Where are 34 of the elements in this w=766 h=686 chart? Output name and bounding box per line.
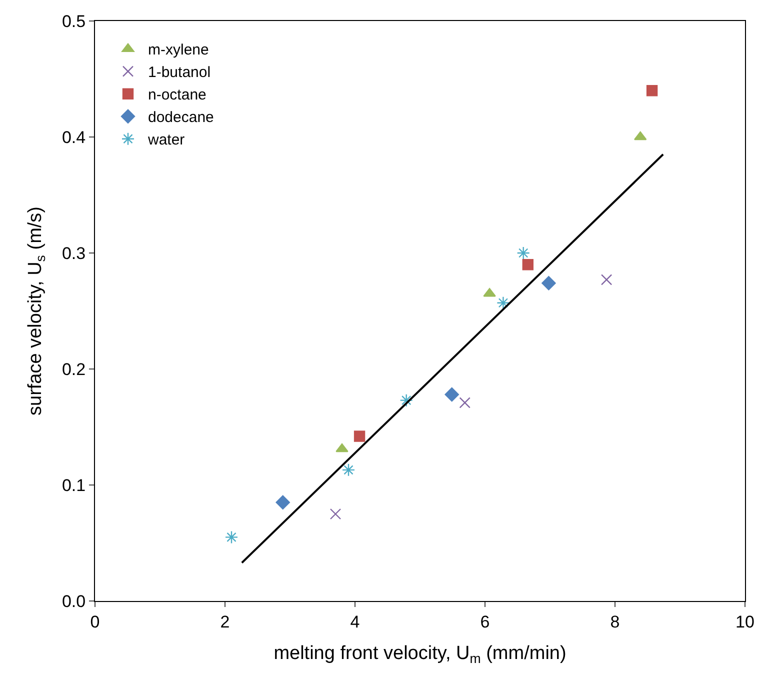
point [336, 443, 348, 452]
point [330, 508, 342, 520]
x-tick-label: 4 [350, 612, 360, 632]
point [516, 246, 530, 260]
point [646, 85, 658, 96]
point [634, 131, 647, 140]
y-tick-label: 0.0 [62, 592, 86, 611]
y-tick-label: 0.3 [62, 244, 86, 263]
point [444, 387, 459, 402]
point [459, 397, 470, 408]
legend-label: dodecane [148, 109, 214, 126]
x-tick-label: 2 [220, 612, 230, 632]
legend-label: m-xylene [148, 42, 209, 59]
point [522, 259, 534, 270]
point [276, 495, 290, 510]
legend-label: water [147, 132, 185, 149]
point [496, 296, 510, 310]
point [224, 530, 238, 544]
point [400, 394, 413, 407]
point [354, 430, 366, 442]
y-tick-label: 0.2 [62, 360, 86, 379]
x-tick-label: 0 [90, 612, 100, 632]
legend-label: n-octane [148, 86, 206, 104]
x-tick-label: 8 [610, 612, 620, 632]
x-axis-title: melting front velocity, U$_{m}$ (mm/min) [274, 643, 566, 666]
point [600, 274, 612, 286]
x-tick-label: 10 [736, 612, 754, 632]
y-tick-label: 0.5 [62, 12, 86, 31]
y-tick-label: 0.1 [62, 476, 86, 495]
point [342, 463, 356, 477]
point [542, 276, 556, 290]
x-tick-label: 6 [480, 612, 490, 632]
legend-label: 1-butanol [148, 64, 211, 82]
y-tick-label: 0.4 [62, 128, 86, 147]
